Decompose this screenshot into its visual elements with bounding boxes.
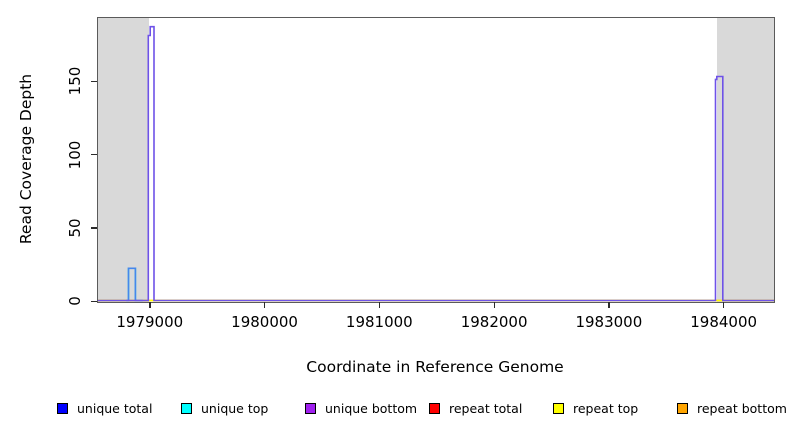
trace-unique-top — [127, 267, 137, 301]
x-tick-label: 1983000 — [575, 313, 643, 331]
x-tick-mark — [149, 302, 151, 308]
y-tick-label: 150 — [66, 67, 84, 96]
legend-item-unique-top: unique top — [181, 400, 268, 416]
x-tick-label: 1981000 — [345, 313, 413, 331]
y-tick-mark — [91, 154, 97, 156]
legend-item-unique-total: unique total — [57, 400, 152, 416]
x-tick-mark — [608, 302, 610, 308]
trace-unique-total — [126, 267, 143, 302]
legend-swatch-icon — [181, 402, 192, 414]
y-tick-mark — [91, 80, 97, 83]
x-tick-label: 1984000 — [690, 313, 758, 331]
y-axis-title: Read Coverage Depth — [17, 73, 35, 245]
shaded-region — [716, 18, 774, 302]
coverage-traces — [98, 25, 774, 302]
legend-swatch-icon — [305, 402, 316, 414]
x-tick-mark — [264, 302, 266, 308]
x-tick-label: 1980000 — [231, 313, 298, 331]
legend-item-repeat-bottom: repeat bottom — [677, 400, 787, 416]
shaded-region — [98, 18, 150, 302]
legend-label: unique bottom — [325, 400, 418, 416]
legend-label: repeat bottom — [697, 400, 787, 416]
y-tick-label: 50 — [66, 218, 84, 238]
legend-item-unique-bottom: unique bottom — [305, 400, 417, 416]
legend-label: unique top — [201, 400, 269, 416]
legend-label: unique total — [77, 400, 153, 416]
legend-swatch-icon — [429, 402, 440, 414]
legend-item-repeat-top: repeat top — [553, 400, 638, 416]
legend-swatch-icon — [57, 402, 68, 414]
x-tick-mark — [378, 302, 381, 308]
legend-label: repeat top — [573, 400, 639, 416]
legend-swatch-icon — [677, 402, 688, 414]
legend-swatch-icon — [553, 402, 564, 414]
trace-unique-bottom — [98, 25, 774, 302]
x-tick-label: 1979000 — [116, 313, 184, 331]
y-tick-label: 100 — [66, 140, 84, 169]
legend-item-repeat-total: repeat total — [429, 400, 522, 416]
legend-label: repeat total — [449, 400, 523, 416]
x-tick-mark — [723, 302, 725, 308]
y-tick-mark — [91, 300, 97, 302]
x-tick-mark — [493, 302, 495, 308]
y-tick-label: 0 — [66, 296, 84, 306]
x-axis-title: Coordinate in Reference Genome — [306, 358, 564, 376]
plot-area — [97, 17, 775, 303]
y-tick-mark — [91, 227, 97, 229]
x-tick-label: 1982000 — [460, 313, 528, 331]
